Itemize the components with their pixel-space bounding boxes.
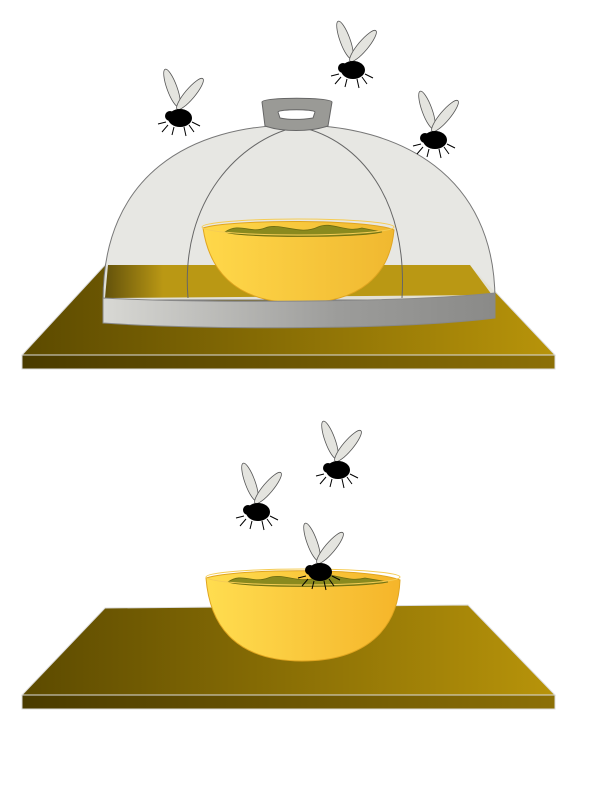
covered-panel — [20, 18, 557, 370]
cover-rim — [102, 292, 496, 329]
fly-icon — [330, 18, 381, 89]
bowl-icon — [201, 218, 395, 304]
fly-icon — [235, 460, 286, 531]
cover-handle — [261, 97, 333, 131]
fly-icon — [315, 418, 366, 489]
uncovered-panel — [20, 418, 557, 710]
bowl-icon — [205, 568, 401, 662]
fly-icon — [157, 66, 208, 137]
fly-icon — [412, 88, 463, 159]
